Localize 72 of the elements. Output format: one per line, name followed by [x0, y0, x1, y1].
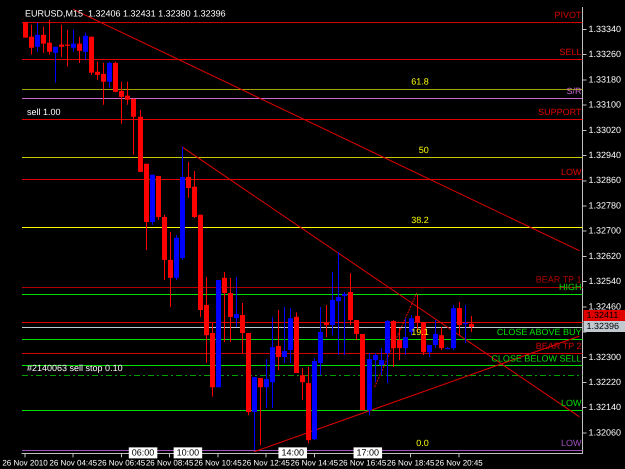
annotation: 0.0 [416, 438, 429, 448]
candlestick [324, 304, 329, 338]
ref-line-label: LOW [560, 398, 582, 408]
ref-line-label: SUPPORT [538, 106, 582, 117]
y-tick-label: 1.32780 [588, 200, 622, 210]
ref-line-label: BEAR TP 1 [536, 274, 582, 285]
candlestick [354, 320, 359, 340]
annotation: 50 [418, 145, 429, 156]
annotation: 14:00 [281, 447, 304, 458]
candlestick [240, 302, 245, 354]
candlestick [222, 271, 227, 343]
annotation: 06:00 [132, 447, 154, 458]
candlestick [409, 314, 414, 336]
y-tick-label: 1.32700 [588, 226, 622, 236]
y-tick-label: 1.32300 [588, 352, 622, 362]
candlestick [53, 46, 58, 84]
candlestick [403, 318, 408, 356]
candlestick [300, 367, 305, 401]
candlestick [276, 309, 281, 371]
ref-line-label: PIVOT [554, 10, 582, 20]
x-tick-label: 26 Nov 06:45 [98, 458, 146, 468]
y-tick-label: 1.32540 [588, 276, 622, 286]
candlestick [258, 378, 263, 446]
ref-line-label: LOW [560, 438, 582, 448]
annotation: 10:00 [176, 447, 200, 458]
ref-line-label: CLOSE ABOVE BUY [496, 326, 582, 337]
y-tick-label: 1.33180 [588, 74, 622, 84]
candlestick [71, 29, 76, 52]
chart-title: EURUSD,M15 1.32406 1.32431 1.32380 1.32396 [25, 8, 226, 18]
x-tick-label: 26 Nov 14:45 [290, 458, 339, 468]
x-tick-label: 26 Nov 20:45 [435, 458, 484, 468]
ref-line-label: 1.32411 [586, 310, 618, 320]
ref-line-label: LOW [560, 167, 582, 178]
y-tick-label: 1.33260 [588, 49, 622, 60]
candlestick [433, 320, 438, 349]
ref-line-label: #2140063 sell stop 0.10 [27, 363, 123, 374]
x-tick-label: 26 Nov 10:45 [194, 458, 242, 468]
candlestick [439, 326, 444, 351]
y-tick-label: 1.32620 [588, 250, 622, 261]
candlestick [77, 36, 82, 64]
x-tick-label: 26 Nov 12:45 [242, 458, 290, 468]
y-tick-label: 1.33340 [588, 24, 622, 34]
annotation: 17:00 [356, 447, 380, 458]
ref-line-label: 1.32396 [586, 320, 620, 331]
y-tick-label: 1.33020 [588, 124, 622, 135]
x-tick-label: 26 Nov 16:45 [338, 458, 387, 468]
candlestick [234, 276, 239, 328]
ref-line-label: sell 1.00 [27, 106, 61, 117]
annotation: 38.2 [411, 215, 429, 226]
ref-line-label: SELL [559, 47, 582, 58]
candlestick [35, 22, 40, 52]
y-tick-label: 1.33100 [588, 100, 622, 110]
candlestick [457, 302, 462, 336]
x-tick-label: 26 Nov 04:45 [49, 458, 98, 468]
y-tick-label: 1.32460 [588, 301, 622, 312]
candlestick [83, 32, 88, 60]
candlestick [342, 292, 347, 356]
candlestick [379, 348, 384, 376]
y-tick-label: 1.32220 [588, 376, 622, 387]
annotation: 61.8 [411, 76, 429, 87]
y-tick-label: 1.32140 [588, 402, 622, 412]
candlestick [469, 315, 474, 333]
candlestick [168, 231, 173, 308]
candlestick [282, 306, 287, 364]
x-tick-label: 26 Nov 08:45 [146, 458, 194, 468]
y-tick-label: 1.32060 [588, 427, 622, 438]
candlestick [228, 277, 233, 343]
candlestick [107, 61, 112, 88]
y-tick-label: 1.32860 [588, 175, 622, 186]
x-tick-label: 26 Nov 2010 [2, 458, 48, 468]
y-tick-label: 1.32940 [588, 150, 622, 160]
x-tick-label: 26 Nov 18:45 [386, 458, 436, 468]
